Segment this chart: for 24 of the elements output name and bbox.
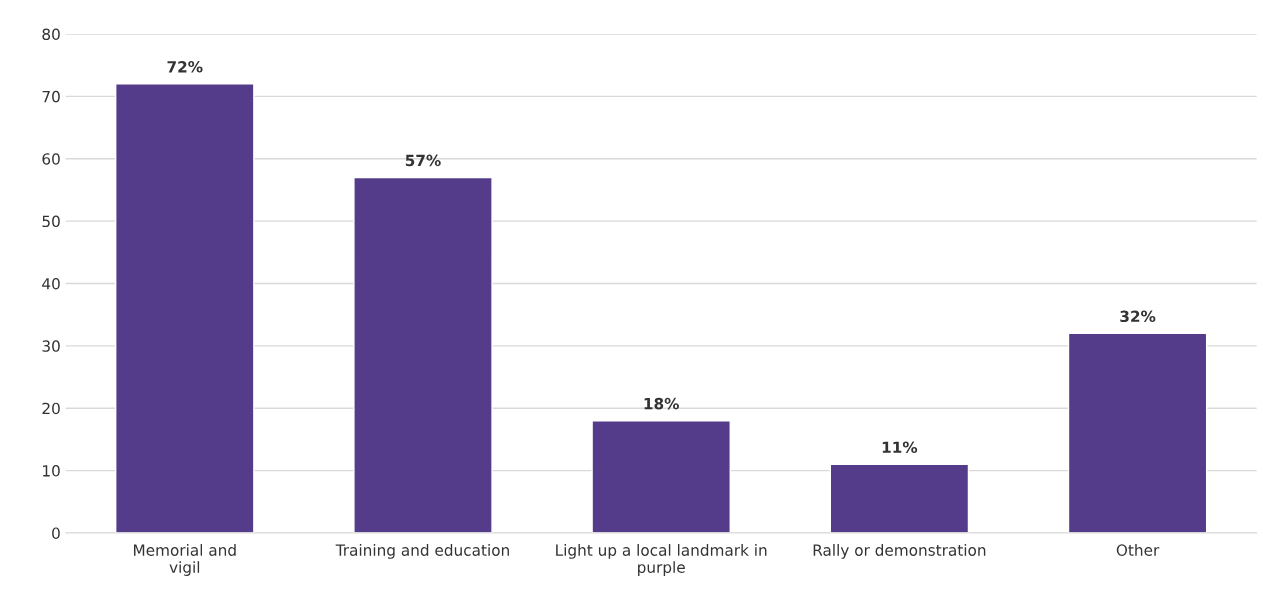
y-tick-label: 50 — [42, 215, 60, 228]
x-tick-label: Training and education — [335, 544, 509, 559]
x-tick-label: Other — [1116, 544, 1160, 556]
y-tick-label: 70 — [42, 90, 60, 103]
y-tick-label: 30 — [42, 340, 60, 352]
bar — [591, 419, 731, 533]
x-tick-label: Light up a local landmark in purple — [556, 544, 767, 576]
data-label: 32% — [1120, 310, 1156, 323]
y-tick-label: 40 — [42, 277, 60, 290]
bar — [115, 83, 255, 533]
bar — [353, 176, 493, 533]
y-tick-label: 0 — [52, 527, 60, 539]
data-label: 18% — [644, 397, 679, 410]
y-tick-label: 20 — [42, 402, 60, 415]
bar — [829, 463, 970, 533]
x-tick-label: Rally or demonstration — [813, 544, 986, 559]
y-tick-label: 80 — [42, 28, 60, 41]
bar — [1067, 332, 1208, 533]
y-tick-label: 10 — [43, 465, 60, 477]
data-label: 11% — [882, 441, 918, 454]
data-label: 57% — [405, 154, 441, 167]
data-label: 72% — [167, 61, 203, 73]
x-tick-label: Memorial and vigil — [134, 544, 236, 576]
y-tick-label: 60 — [42, 153, 60, 165]
